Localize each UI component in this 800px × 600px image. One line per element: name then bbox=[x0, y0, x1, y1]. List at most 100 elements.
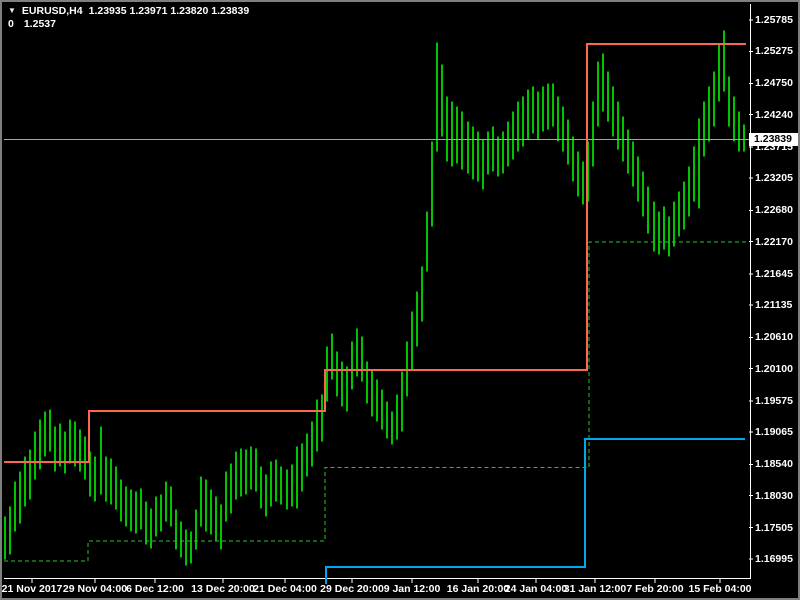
price-bar bbox=[477, 131, 479, 182]
price-bar bbox=[592, 101, 594, 167]
time-axis-label: 21 Nov 2017 bbox=[1, 583, 63, 595]
price-axis-label: 1.20610 bbox=[755, 331, 793, 344]
price-bar bbox=[135, 491, 137, 534]
price-bar bbox=[366, 361, 368, 404]
price-bar bbox=[125, 486, 127, 527]
price-bar bbox=[381, 389, 383, 430]
price-axis-label: 1.22170 bbox=[755, 235, 793, 248]
price-bar bbox=[552, 83, 554, 127]
price-bar bbox=[210, 489, 212, 535]
time-axis-label: 16 Jan 20:00 bbox=[446, 583, 510, 595]
price-bar bbox=[597, 61, 599, 127]
price-bar bbox=[376, 379, 378, 422]
price-bar bbox=[110, 458, 112, 505]
price-bar bbox=[683, 181, 685, 230]
price-bar bbox=[436, 42, 438, 152]
price-bar bbox=[280, 466, 282, 505]
price-bar bbox=[195, 509, 197, 550]
price-bar bbox=[738, 111, 740, 152]
price-bar bbox=[441, 64, 443, 137]
price-axis-label: 1.16995 bbox=[755, 552, 793, 565]
price-bar bbox=[356, 328, 358, 377]
price-bar bbox=[165, 481, 167, 522]
price-bar bbox=[341, 361, 343, 407]
support-step-line bbox=[325, 438, 745, 578]
price-axis-label: 1.18030 bbox=[755, 489, 793, 502]
price-bar bbox=[321, 394, 323, 442]
price-bar bbox=[255, 448, 257, 492]
price-bar bbox=[723, 30, 725, 92]
price-bar bbox=[14, 481, 16, 532]
price-bar bbox=[24, 456, 26, 507]
time-axis-label: 21 Dec 04:00 bbox=[253, 583, 317, 595]
price-bar bbox=[733, 96, 735, 142]
price-bar bbox=[472, 126, 474, 180]
price-bar bbox=[250, 446, 252, 490]
price-axis-label: 1.21645 bbox=[755, 267, 793, 280]
price-bar bbox=[612, 86, 614, 137]
price-bar bbox=[698, 118, 700, 209]
chart-symbol-period: EURUSD,H4 bbox=[21, 5, 83, 17]
price-bar bbox=[607, 71, 609, 122]
price-bar bbox=[562, 106, 564, 152]
price-bar bbox=[185, 529, 187, 566]
data-window-row: 0 1.2537 bbox=[8, 18, 56, 30]
time-axis-label: 7 Feb 20:00 bbox=[626, 583, 684, 595]
price-bar bbox=[69, 419, 71, 464]
price-axis-label: 1.17505 bbox=[755, 521, 793, 534]
price-bar bbox=[94, 456, 96, 502]
price-bar bbox=[693, 146, 695, 202]
price-bar bbox=[653, 201, 655, 252]
price-bar bbox=[617, 101, 619, 150]
price-axis-label: 1.22680 bbox=[755, 204, 793, 217]
price-bar bbox=[507, 121, 509, 167]
price-bar bbox=[270, 461, 272, 507]
price-bar bbox=[446, 96, 448, 162]
price-bar bbox=[155, 496, 157, 537]
price-axis-label: 1.24750 bbox=[755, 77, 793, 90]
price-bar bbox=[487, 131, 489, 175]
price-bar bbox=[542, 86, 544, 132]
resistance-step-line bbox=[4, 43, 746, 463]
price-bar bbox=[240, 448, 242, 497]
price-bar bbox=[215, 496, 217, 542]
price-bar bbox=[265, 474, 267, 517]
time-axis-label: 24 Jan 04:00 bbox=[504, 583, 568, 595]
price-bar bbox=[517, 101, 519, 152]
fractal-support-dashed-line bbox=[4, 241, 746, 562]
price-bar bbox=[175, 509, 177, 550]
price-bar bbox=[461, 111, 463, 170]
price-bar bbox=[160, 494, 162, 532]
price-bar bbox=[120, 479, 122, 522]
price-bar bbox=[19, 471, 21, 524]
price-bar bbox=[582, 161, 584, 205]
price-bar bbox=[190, 531, 192, 564]
price-bar bbox=[678, 191, 680, 237]
price-bar bbox=[105, 456, 107, 502]
price-bar bbox=[688, 166, 690, 217]
time-axis-label: 29 Dec 20:00 bbox=[320, 583, 384, 595]
price-bar bbox=[245, 449, 247, 495]
price-bar bbox=[577, 151, 579, 197]
price-bar bbox=[346, 366, 348, 412]
price-bar bbox=[306, 433, 308, 477]
price-bar bbox=[140, 488, 142, 530]
price-bar bbox=[451, 101, 453, 167]
price-bar bbox=[130, 489, 132, 532]
price-bar bbox=[326, 346, 328, 402]
chart-title-row: ▼ EURUSD,H4 1.23935 1.23971 1.23820 1.23… bbox=[8, 5, 249, 17]
price-bar bbox=[296, 446, 298, 509]
price-bar bbox=[200, 476, 202, 527]
price-bar bbox=[220, 504, 222, 550]
price-bar bbox=[89, 451, 91, 497]
time-axis-label: 13 Dec 20:00 bbox=[191, 583, 255, 595]
data-window-indicator-label: 0 bbox=[8, 18, 14, 30]
time-axis-label: 6 Dec 12:00 bbox=[126, 583, 184, 595]
chart-menu-icon[interactable]: ▼ bbox=[8, 6, 16, 15]
price-bar bbox=[361, 336, 363, 382]
price-bar bbox=[145, 501, 147, 545]
price-bar bbox=[512, 111, 514, 160]
price-bar bbox=[537, 91, 539, 140]
